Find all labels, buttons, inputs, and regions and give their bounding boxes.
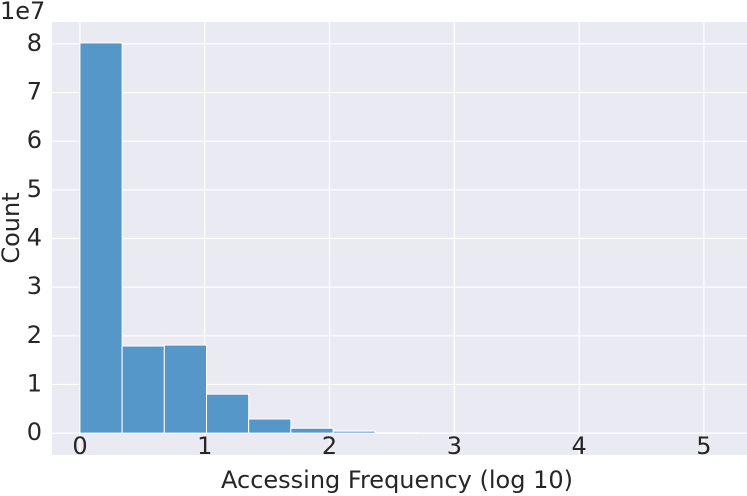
- y-axis-label: Count: [0, 192, 25, 263]
- bar: [205, 393, 250, 434]
- y-tick-label: 4: [27, 224, 42, 252]
- y-tick-label: 0: [27, 418, 42, 446]
- bar: [121, 345, 165, 434]
- x-tick-label: 1: [197, 432, 212, 460]
- bar: [248, 418, 292, 434]
- bar: [163, 344, 207, 434]
- x-tick-label: 4: [572, 432, 587, 460]
- x-tick-label: 5: [696, 432, 711, 460]
- x-tick-label: 0: [72, 432, 87, 460]
- y-tick-label: 5: [27, 175, 42, 203]
- y-tick-label: 7: [27, 78, 42, 106]
- y-offset-label: 1e7: [0, 0, 45, 25]
- y-tick-label: 2: [27, 321, 42, 349]
- y-tick-label: 8: [27, 29, 42, 57]
- y-tick-label: 1: [27, 369, 42, 397]
- bar: [290, 427, 334, 434]
- x-tick-label: 2: [322, 432, 337, 460]
- bar: [79, 42, 123, 434]
- y-tick-label: 3: [27, 272, 42, 300]
- bar: [332, 430, 376, 434]
- y-tick-label: 6: [27, 126, 42, 154]
- x-axis-label: Accessing Frequency (log 10): [221, 466, 573, 494]
- x-tick-label: 3: [447, 432, 462, 460]
